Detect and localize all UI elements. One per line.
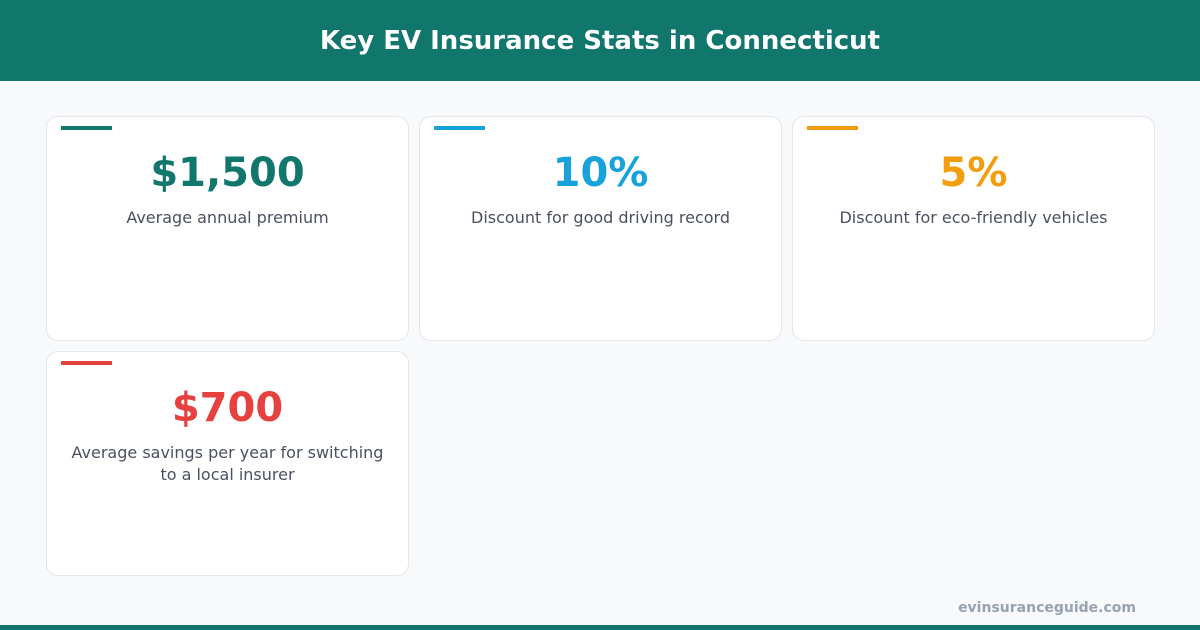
stat-value: $1,500 — [150, 150, 305, 196]
stat-label: Average annual premium — [126, 208, 329, 227]
accent-bar — [61, 361, 112, 365]
stat-label: Average savings per year for switching t… — [71, 443, 384, 484]
stat-value: 10% — [552, 150, 649, 196]
stat-card-premium: $1,500 Average annual premium — [46, 116, 409, 341]
site-watermark: evinsuranceguide.com — [958, 600, 1136, 616]
stat-value: $700 — [171, 385, 284, 431]
stat-label: Discount for good driving record — [471, 208, 730, 227]
accent-bar — [807, 126, 858, 130]
stat-card-savings: $700 Average savings per year for switch… — [46, 351, 409, 576]
page-title: Key EV Insurance Stats in Connecticut — [319, 25, 881, 56]
stat-card-eco-discount: 5% Discount for eco-friendly vehicles — [792, 116, 1155, 341]
bottom-bar — [0, 625, 1200, 630]
accent-bar — [61, 126, 112, 130]
accent-bar — [434, 126, 485, 130]
stat-value: 5% — [939, 150, 1008, 196]
stat-label: Discount for eco-friendly vehicles — [839, 208, 1108, 227]
header-banner: Key EV Insurance Stats in Connecticut — [0, 0, 1200, 81]
stat-card-driving-discount: 10% Discount for good driving record — [419, 116, 782, 341]
